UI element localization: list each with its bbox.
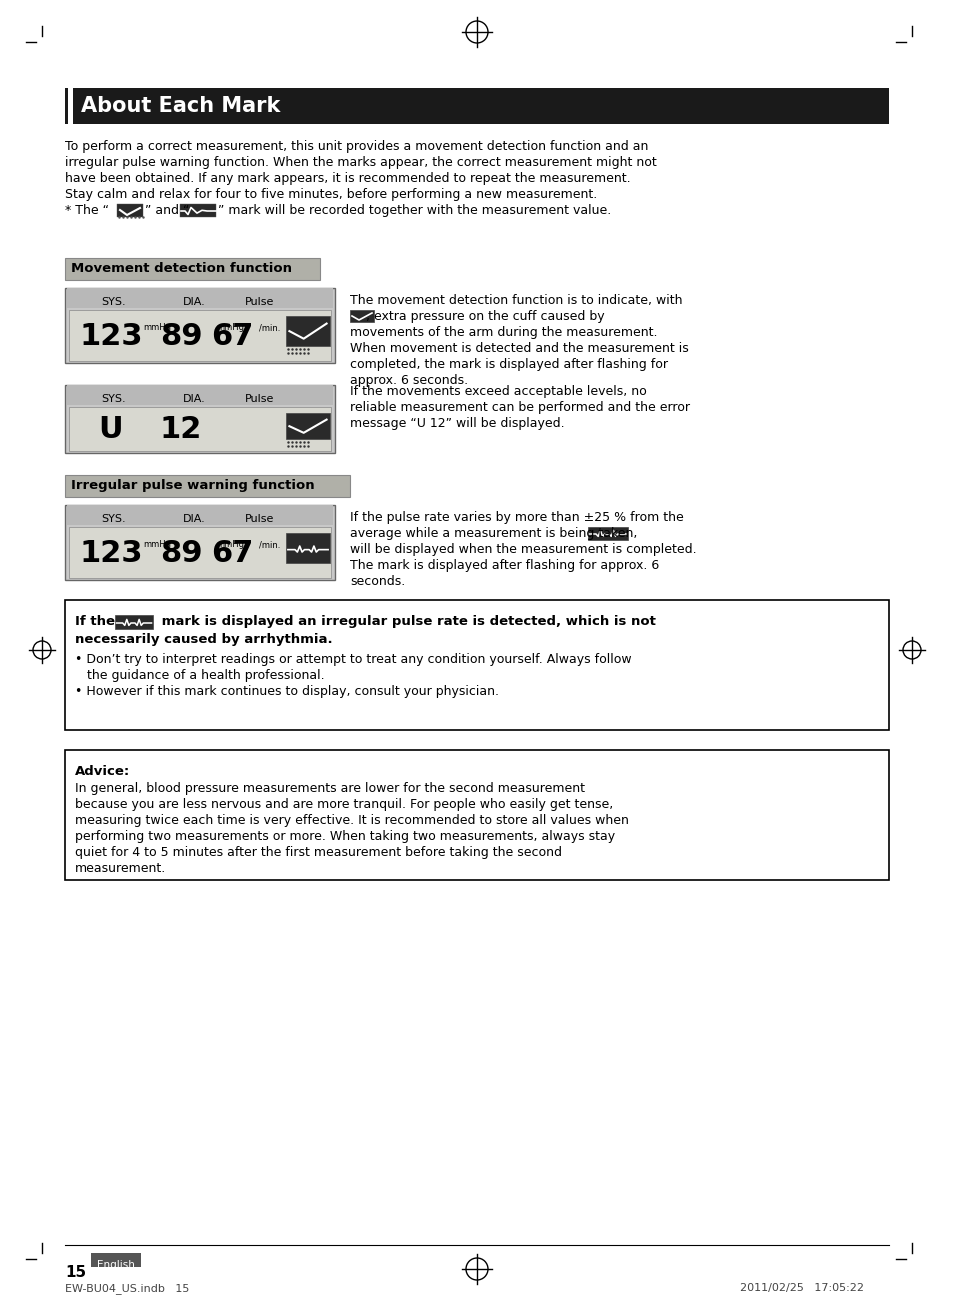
Text: 12: 12	[160, 415, 202, 445]
Bar	[67, 385, 333, 405]
Text: The mark is displayed after flashing for approx. 6: The mark is displayed after flashing for…	[350, 559, 659, 572]
Bar	[69, 527, 331, 578]
Bar	[68, 88, 73, 124]
Text: mark is displayed an irregular pulse rate is detected, which is not: mark is displayed an irregular pulse rat…	[157, 615, 656, 628]
Bar	[350, 310, 374, 323]
Text: Pulse: Pulse	[245, 394, 274, 405]
Text: necessarily caused by arrhythmia.: necessarily caused by arrhythmia.	[75, 634, 333, 647]
Bar	[65, 505, 335, 580]
Text: movements of the arm during the measurement.: movements of the arm during the measurem…	[350, 327, 657, 340]
Text: 67: 67	[211, 539, 253, 569]
Text: because you are less nervous and are more tranquil. For people who easily get te: because you are less nervous and are mor…	[75, 798, 613, 811]
Text: 67: 67	[211, 323, 253, 351]
Text: mmHg: mmHg	[216, 324, 244, 332]
Text: In general, blood pressure measurements are lower for the second measurement: In general, blood pressure measurements …	[75, 782, 584, 795]
Text: quiet for 4 to 5 minutes after the first measurement before taking the second: quiet for 4 to 5 minutes after the first…	[75, 846, 561, 859]
Text: 123: 123	[79, 539, 143, 569]
Text: reliable measurement can be performed and the error: reliable measurement can be performed an…	[350, 401, 689, 414]
Text: /min.: /min.	[259, 324, 280, 332]
Text: the guidance of a health professional.: the guidance of a health professional.	[75, 669, 324, 682]
Text: performing two measurements or more. When taking two measurements, always stay: performing two measurements or more. Whe…	[75, 830, 615, 843]
Text: U: U	[98, 415, 123, 445]
Text: Pulse: Pulse	[245, 514, 274, 524]
Text: 123: 123	[79, 323, 143, 351]
Bar	[65, 600, 888, 730]
Text: SYS.: SYS.	[101, 514, 126, 524]
Text: 89: 89	[159, 323, 202, 351]
Text: , extra pressure on the cuff caused by: , extra pressure on the cuff caused by	[350, 310, 604, 323]
Bar	[65, 258, 319, 280]
Text: /min.: /min.	[259, 540, 280, 549]
Text: DIA.: DIA.	[183, 297, 206, 307]
Bar	[67, 288, 333, 308]
Text: Movement detection function: Movement detection function	[71, 263, 292, 276]
Text: 2011/02/25   17:05:22: 2011/02/25 17:05:22	[740, 1283, 863, 1293]
Text: approx. 6 seconds.: approx. 6 seconds.	[350, 373, 468, 386]
Text: • However if this mark continues to display, consult your physician.: • However if this mark continues to disp…	[75, 686, 498, 699]
Text: have been obtained. If any mark appears, it is recommended to repeat the measure: have been obtained. If any mark appears,…	[65, 172, 630, 185]
Bar	[65, 88, 888, 124]
Text: If the pulse rate varies by more than ±25 % from the: If the pulse rate varies by more than ±2…	[350, 511, 683, 524]
Bar	[69, 407, 331, 451]
Text: EW-BU04_US.indb   15: EW-BU04_US.indb 15	[65, 1283, 190, 1294]
Text: When movement is detected and the measurement is: When movement is detected and the measur…	[350, 342, 688, 355]
Text: seconds.: seconds.	[350, 575, 405, 588]
Bar	[65, 288, 335, 363]
Text: measuring twice each time is very effective. It is recommended to store all valu: measuring twice each time is very effect…	[75, 814, 628, 827]
Text: • Don’t try to interpret readings or attempt to treat any condition yourself. Al: • Don’t try to interpret readings or att…	[75, 653, 631, 666]
Bar	[286, 316, 329, 346]
Text: ” and “: ” and “	[145, 204, 190, 217]
Text: will be displayed when the measurement is completed.: will be displayed when the measurement i…	[350, 543, 696, 556]
Text: To perform a correct measurement, this unit provides a movement detection functi: To perform a correct measurement, this u…	[65, 141, 648, 154]
Text: completed, the mark is displayed after flashing for: completed, the mark is displayed after f…	[350, 358, 667, 371]
Bar	[117, 204, 143, 217]
Text: The movement detection function is to indicate, with: The movement detection function is to in…	[350, 294, 681, 307]
Bar	[65, 475, 350, 497]
Text: ” mark will be recorded together with the measurement value.: ” mark will be recorded together with th…	[218, 204, 611, 217]
Text: SYS.: SYS.	[101, 297, 126, 307]
Text: Advice:: Advice:	[75, 765, 131, 778]
Text: * The “: * The “	[65, 204, 109, 217]
Bar	[67, 505, 333, 526]
Text: mmHg: mmHg	[143, 540, 172, 549]
Bar	[65, 385, 335, 453]
Text: mmHg: mmHg	[143, 324, 172, 332]
Text: measurement.: measurement.	[75, 863, 166, 876]
Text: SYS.: SYS.	[101, 394, 126, 405]
Bar	[286, 412, 329, 440]
Text: DIA.: DIA.	[183, 394, 206, 405]
Bar	[91, 1253, 141, 1267]
Text: If the movements exceed acceptable levels, no: If the movements exceed acceptable level…	[350, 385, 646, 398]
Bar	[69, 310, 331, 360]
Text: mmHg: mmHg	[216, 540, 244, 549]
Text: DIA.: DIA.	[183, 514, 206, 524]
Text: irregular pulse warning function. When the marks appear, the correct measurement: irregular pulse warning function. When t…	[65, 156, 656, 169]
Text: Stay calm and relax for four to five minutes, before performing a new measuremen: Stay calm and relax for four to five min…	[65, 189, 597, 200]
Bar	[587, 527, 627, 540]
Text: Irregular pulse warning function: Irregular pulse warning function	[71, 480, 314, 493]
Text: 15: 15	[65, 1265, 86, 1280]
Bar	[286, 533, 329, 563]
Text: Pulse: Pulse	[245, 297, 274, 307]
Bar	[180, 204, 215, 217]
Text: 89: 89	[159, 539, 202, 569]
Bar	[115, 615, 152, 628]
Text: About Each Mark: About Each Mark	[81, 96, 280, 116]
Text: message “U 12” will be displayed.: message “U 12” will be displayed.	[350, 418, 564, 431]
Text: English: English	[97, 1259, 134, 1270]
Text: average while a measurement is being taken,: average while a measurement is being tak…	[350, 527, 637, 540]
Text: If the: If the	[75, 615, 119, 628]
Bar	[65, 749, 888, 879]
